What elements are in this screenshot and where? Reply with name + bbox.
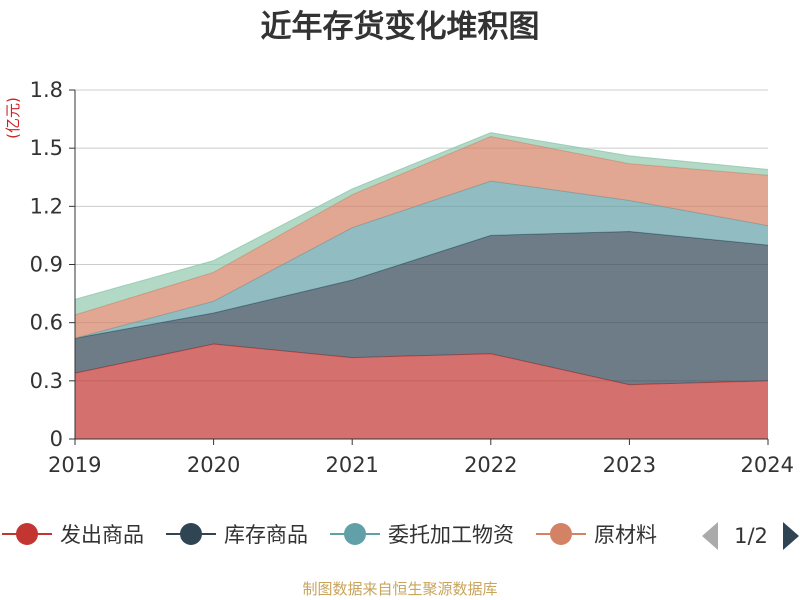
area-series-line-5	[74, 132, 769, 300]
legend-item-label: 委托加工物资	[388, 523, 514, 547]
area-series	[74, 132, 769, 439]
y-tick-label: 1.5	[30, 136, 63, 160]
y-tick-label: 0.9	[30, 253, 63, 277]
triangle-left-icon[interactable]	[702, 522, 718, 550]
legend-item[interactable]: 库存商品	[166, 523, 308, 547]
triangle-right-icon[interactable]	[783, 522, 799, 550]
area-series-1	[75, 344, 768, 439]
area-series-4	[75, 136, 768, 339]
legend-next-button[interactable]	[783, 522, 799, 550]
legend-swatch-circle	[180, 523, 202, 545]
x-tick-label: 2020	[187, 453, 240, 477]
y-tick-label: 0.6	[30, 311, 63, 335]
y-tick-label: 0	[50, 427, 63, 451]
y-axis-unit-label: (亿元)	[4, 97, 22, 139]
y-tick-label: 1.8	[30, 78, 63, 102]
chart-title: 近年存货变化堆积图	[261, 9, 540, 45]
data-source-note: 制图数据来自恒生聚源数据库	[302, 580, 497, 598]
area-series-3	[75, 181, 768, 339]
y-tick-label: 1.2	[30, 194, 63, 218]
x-tick-label: 2022	[464, 453, 517, 477]
axes	[74, 90, 769, 445]
legend-swatch-circle	[16, 523, 38, 545]
legend-swatch-circle	[344, 523, 366, 545]
legend-swatch-circle	[550, 523, 572, 545]
legend-prev-button[interactable]	[702, 522, 718, 550]
legend-page-indicator: 1/2	[734, 524, 768, 548]
legend-item[interactable]: 原材料	[536, 523, 657, 547]
y-tick-labels: 0 0.3 0.6 0.9 1.2 1.5 1.8	[30, 78, 63, 451]
legend-item-label: 发出商品	[60, 523, 144, 547]
area-series-line-4	[74, 135, 769, 316]
x-tick-label: 2024	[741, 453, 794, 477]
legend-item-label: 原材料	[594, 523, 657, 547]
legend-item[interactable]: 发出商品	[2, 523, 144, 547]
legend-item-label: 库存商品	[224, 523, 308, 547]
y-tick-label: 0.3	[30, 369, 63, 393]
x-tick-label: 2021	[325, 453, 378, 477]
legend-item[interactable]: 委托加工物资	[330, 523, 514, 547]
x-tick-label: 2023	[603, 453, 656, 477]
area-series-2	[75, 231, 768, 385]
legend: 发出商品 库存商品 委托加工物资 原材料 1/2	[2, 522, 799, 550]
x-tick-label: 2019	[48, 453, 101, 477]
x-tick-labels: 2019 2020 2021 2022 2023 2024	[48, 453, 794, 477]
